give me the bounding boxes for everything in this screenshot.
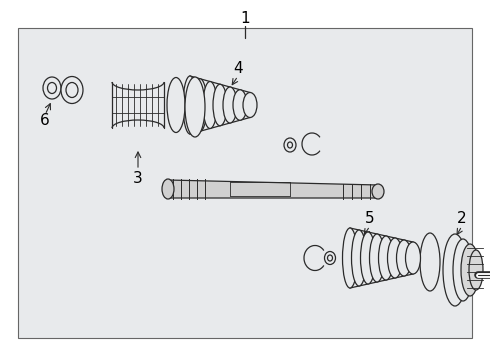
- Ellipse shape: [453, 239, 473, 301]
- Ellipse shape: [185, 77, 205, 137]
- FancyBboxPatch shape: [18, 28, 472, 338]
- Ellipse shape: [183, 76, 197, 134]
- Ellipse shape: [343, 228, 358, 288]
- Text: 1: 1: [240, 10, 250, 26]
- Ellipse shape: [43, 77, 61, 99]
- Ellipse shape: [61, 77, 83, 104]
- Text: 6: 6: [40, 113, 50, 127]
- Text: 4: 4: [233, 60, 243, 76]
- Text: 2: 2: [457, 211, 467, 225]
- Ellipse shape: [284, 138, 296, 152]
- Ellipse shape: [213, 84, 227, 126]
- Ellipse shape: [193, 79, 207, 131]
- Ellipse shape: [443, 234, 467, 306]
- Ellipse shape: [469, 250, 483, 290]
- Ellipse shape: [461, 244, 479, 296]
- Ellipse shape: [378, 236, 393, 280]
- Ellipse shape: [66, 82, 78, 98]
- Polygon shape: [168, 180, 378, 198]
- Ellipse shape: [372, 184, 384, 199]
- Ellipse shape: [396, 240, 412, 276]
- Ellipse shape: [361, 232, 375, 284]
- Text: 5: 5: [365, 211, 375, 225]
- Ellipse shape: [48, 82, 56, 94]
- Text: 3: 3: [133, 171, 143, 185]
- Ellipse shape: [420, 233, 440, 291]
- Ellipse shape: [406, 242, 420, 274]
- Ellipse shape: [351, 230, 367, 286]
- Ellipse shape: [324, 252, 336, 265]
- Ellipse shape: [288, 142, 293, 148]
- Ellipse shape: [162, 179, 174, 199]
- Ellipse shape: [223, 87, 237, 123]
- Ellipse shape: [327, 255, 333, 261]
- Ellipse shape: [233, 90, 247, 120]
- Ellipse shape: [369, 234, 385, 282]
- Ellipse shape: [167, 77, 185, 132]
- Ellipse shape: [243, 93, 257, 117]
- Ellipse shape: [203, 81, 217, 129]
- Ellipse shape: [388, 238, 402, 278]
